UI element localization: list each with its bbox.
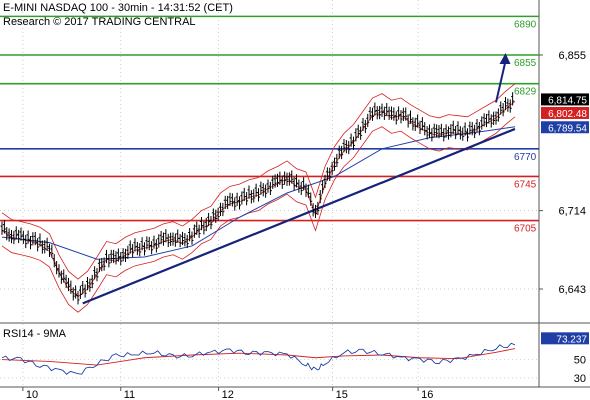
level-label-6770: 6770 <box>514 152 537 163</box>
level-label-6890: 6890 <box>514 19 537 30</box>
level-label-6855: 6855 <box>514 58 537 69</box>
rsi-tick-label: 50 <box>574 355 586 367</box>
rsi-value-box <box>541 332 589 345</box>
price-tick-label: 6,643 <box>558 284 586 296</box>
target-arrow-head <box>499 53 511 64</box>
rsi-ma-line <box>1 348 516 366</box>
rsi-tick-label: 30 <box>574 373 586 385</box>
x-tick-label: 10 <box>26 389 38 400</box>
rsi-line <box>1 342 516 375</box>
x-tick-label: 11 <box>124 389 135 400</box>
support-trendline <box>82 127 516 305</box>
chart-subtitle: Research © 2017 TRADING CENTRAL <box>3 16 196 28</box>
lower-band <box>1 116 516 313</box>
ma-price-box <box>541 121 589 134</box>
chart-title: E-MINI NASDAQ 100 - 30min - 14:31:52 (CE… <box>3 2 233 14</box>
price-tick-label: 6,714 <box>558 206 586 218</box>
pivot-price-box-label: 6,802.48 <box>548 109 587 120</box>
rsi-value-label: 73.237 <box>556 334 587 345</box>
level-label-6745: 6745 <box>514 179 537 190</box>
target-arrow-shaft <box>495 60 507 103</box>
pivot-price-box <box>541 106 589 119</box>
x-tick-label: 12 <box>222 389 234 400</box>
level-label-6705: 6705 <box>514 224 537 235</box>
level-label-6829: 6829 <box>514 87 537 98</box>
x-tick-label: 16 <box>421 389 433 400</box>
last-price-box <box>541 93 589 106</box>
ma-price-box-label: 6,789.54 <box>548 123 587 134</box>
rsi-label: RSI14 - 9MA <box>3 328 67 340</box>
upper-band <box>1 83 516 280</box>
moving-average-line <box>1 126 516 260</box>
last-price-box-label: 6,814.75 <box>548 95 587 106</box>
x-tick-label: 15 <box>336 389 348 400</box>
price-tick-label: 6,855 <box>558 50 586 62</box>
